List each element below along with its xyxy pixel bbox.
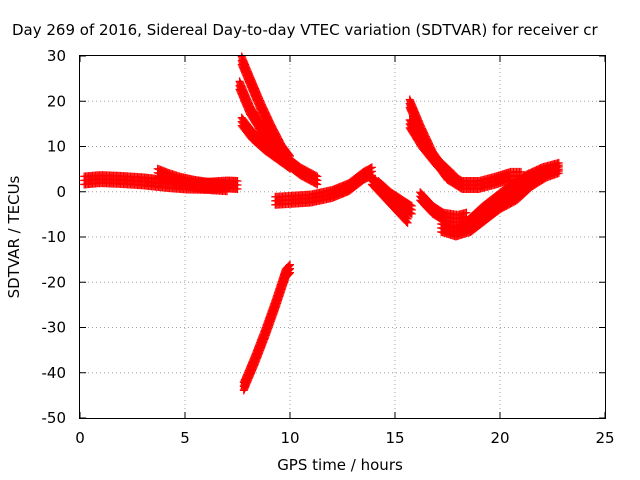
- y-axis-ticks: -50 -40 -30 -20 -10 0 10 20 30: [42, 47, 605, 427]
- x-tick-label: 0: [75, 429, 85, 447]
- data-point: [554, 166, 563, 175]
- plot-frame: [79, 55, 606, 419]
- data-point: [449, 178, 458, 187]
- data-point: [313, 180, 322, 189]
- data-point: [284, 270, 293, 279]
- chart-title: Day 269 of 2016, Sidereal Day-to-day VTE…: [12, 21, 599, 39]
- data-series: [153, 164, 231, 196]
- y-tick-label: -20: [42, 273, 67, 291]
- y-tick-label: 20: [47, 92, 66, 110]
- y-tick-label: 0: [56, 183, 66, 201]
- y-axis-title: SDTVAR / TECUs: [5, 175, 23, 298]
- data-point: [407, 209, 416, 218]
- x-tick-label: 15: [385, 429, 404, 447]
- data-point: [403, 218, 412, 227]
- data-series: [374, 176, 416, 218]
- y-tick-label: 10: [47, 138, 66, 156]
- data-point: [233, 184, 242, 193]
- data-series: [464, 158, 563, 232]
- y-tick-label: -10: [42, 228, 67, 246]
- x-axis-ticks: 0 5 10 15 20 25: [75, 56, 615, 447]
- data-point: [285, 269, 294, 278]
- data-point: [286, 268, 294, 277]
- x-tick-label: 25: [595, 429, 614, 447]
- x-tick-label: 10: [280, 429, 299, 447]
- y-tick-label: 30: [47, 47, 66, 65]
- data-series: [239, 260, 294, 395]
- y-tick-label: -30: [42, 319, 67, 337]
- x-axis-title: GPS time / hours: [277, 456, 403, 474]
- data-series: [237, 113, 294, 173]
- data-point: [223, 187, 231, 196]
- y-tick-label: -50: [42, 409, 67, 427]
- data-point: [286, 164, 294, 173]
- x-tick-label: 5: [180, 429, 190, 447]
- data-points: [80, 52, 563, 395]
- data-series: [271, 163, 376, 209]
- y-tick-label: -40: [42, 364, 67, 382]
- data-series: [405, 115, 458, 187]
- data-series: [416, 188, 471, 227]
- grid: [80, 56, 605, 418]
- x-tick-label: 20: [490, 429, 509, 447]
